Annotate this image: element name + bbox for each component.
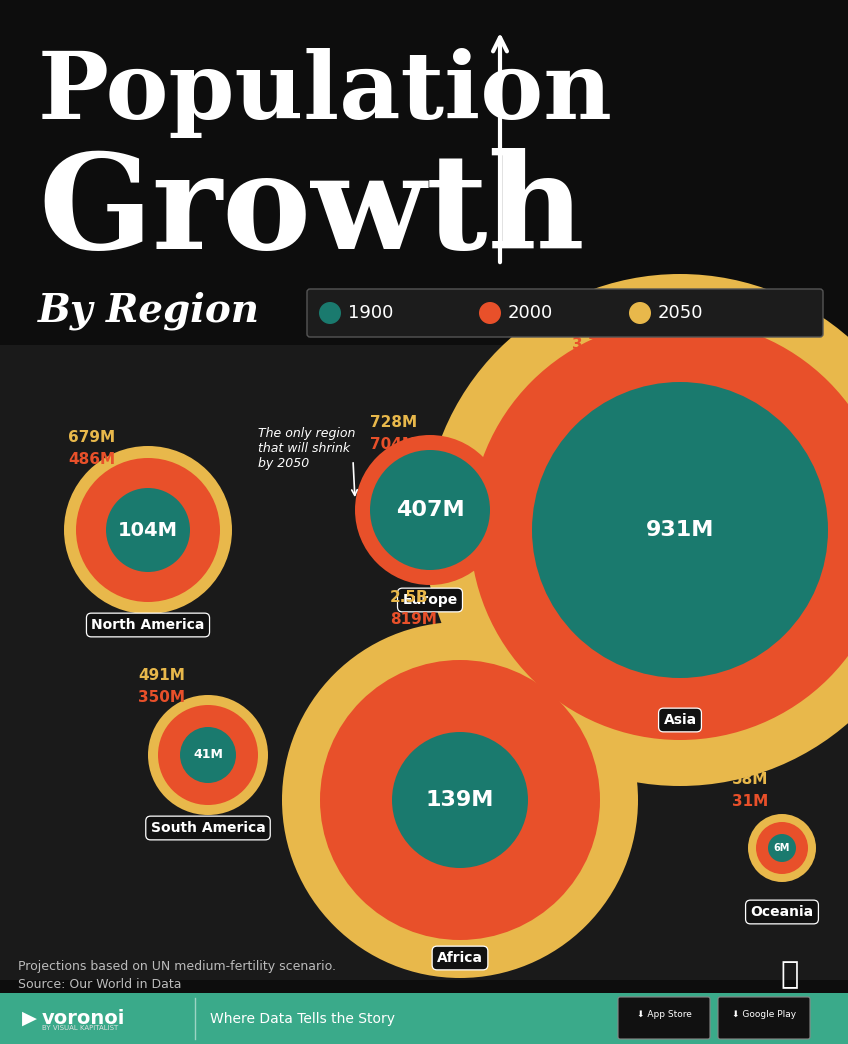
Text: South America: South America [151,821,265,835]
Circle shape [282,622,638,978]
Circle shape [748,814,816,882]
Text: Europe: Europe [402,593,458,607]
Text: Population: Population [38,48,613,138]
Circle shape [180,727,236,783]
Circle shape [355,435,505,585]
Text: 486M: 486M [68,452,115,467]
Text: Asia: Asia [663,713,696,727]
Circle shape [320,660,600,940]
Text: 679M: 679M [68,430,115,445]
Text: BY VISUAL KAPITALIST: BY VISUAL KAPITALIST [42,1024,118,1030]
Text: 491M: 491M [138,668,185,683]
Text: Projections based on UN medium-fertility scenario.: Projections based on UN medium-fertility… [18,960,336,973]
Circle shape [470,321,848,740]
Circle shape [629,302,651,324]
Text: Africa: Africa [437,951,483,965]
Text: By Region: By Region [38,292,260,331]
Text: Source: Our World in Data: Source: Our World in Data [18,978,181,991]
Text: 2.5B: 2.5B [390,590,428,606]
FancyBboxPatch shape [718,997,810,1039]
Text: North America: North America [92,618,204,632]
Text: 1900: 1900 [348,304,393,322]
Text: voronoi: voronoi [42,1009,126,1028]
Circle shape [370,450,490,570]
Circle shape [76,458,220,602]
FancyBboxPatch shape [307,289,823,337]
Text: 931M: 931M [646,520,714,540]
Text: 👁: 👁 [781,960,799,990]
Text: Oceania: Oceania [750,905,813,919]
Bar [0,345,848,980]
Circle shape [360,440,500,580]
Text: 2000: 2000 [508,304,553,322]
Circle shape [768,834,796,862]
Text: ⬇ Google Play: ⬇ Google Play [732,1010,796,1019]
Circle shape [106,488,190,572]
Text: The only region
that will shrink
by 2050: The only region that will shrink by 2050 [258,427,355,470]
Text: 350M: 350M [138,690,185,705]
Text: 3.7B: 3.7B [572,337,611,352]
Circle shape [148,695,268,815]
Text: ⬇ App Store: ⬇ App Store [637,1010,691,1019]
Text: 139M: 139M [426,790,494,810]
Bar [0,993,848,1044]
Circle shape [479,302,501,324]
Text: 31M: 31M [732,794,768,809]
Text: Where Data Tells the Story: Where Data Tells the Story [210,1012,395,1025]
Text: 704M: 704M [370,437,417,452]
Circle shape [64,446,232,614]
Circle shape [158,705,258,805]
Circle shape [532,382,828,678]
Circle shape [319,302,341,324]
Text: 6M: 6M [774,843,790,853]
Text: 58M: 58M [732,772,768,787]
Text: 5.3B: 5.3B [572,315,611,330]
Text: 819M: 819M [390,612,437,627]
Text: Growth: Growth [38,148,584,277]
FancyBboxPatch shape [618,997,710,1039]
Text: ▶: ▶ [22,1009,37,1028]
Circle shape [756,822,808,874]
Circle shape [424,274,848,786]
Text: 2050: 2050 [658,304,704,322]
Text: 407M: 407M [396,500,465,520]
Text: 728M: 728M [370,416,417,430]
Circle shape [392,732,528,868]
Text: 104M: 104M [118,521,178,540]
Text: 41M: 41M [193,749,223,761]
